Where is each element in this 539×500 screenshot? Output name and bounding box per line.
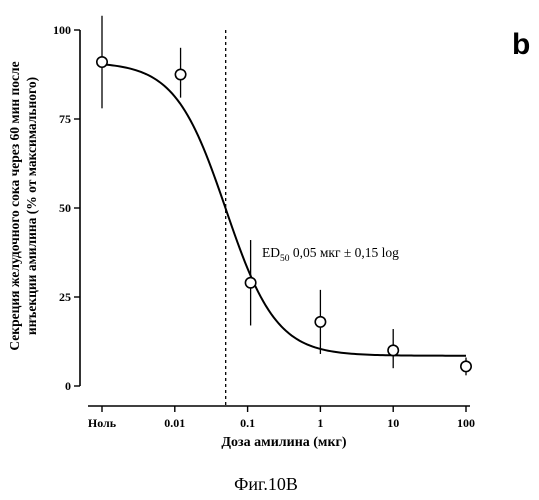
ed50-annotation-text: 0,05 мкг ± 0,15 log (290, 245, 400, 260)
x-tick-label: 0.01 (164, 416, 185, 430)
data-point (175, 69, 185, 79)
y-tick-label: 100 (53, 23, 71, 37)
data-point (245, 278, 255, 288)
y-tick-label: 75 (59, 112, 71, 126)
data-point (315, 317, 325, 327)
y-tick-label: 25 (59, 290, 71, 304)
x-tick-label: Ноль (88, 416, 117, 430)
fit-curve-line (102, 64, 466, 355)
ed50-subscript: 50 (280, 254, 290, 264)
y-axis-title-line-1: Секреция желудочного сока через 60 мин п… (7, 61, 22, 350)
figure-caption: Фиг.10B (234, 474, 298, 494)
data-point (97, 57, 107, 67)
y-axis-ticks: 0 25 50 75 100 (53, 23, 80, 393)
y-tick-label: 50 (59, 201, 71, 215)
x-axis-title: Доза амилина (мкг) (221, 435, 346, 450)
data-points (97, 16, 471, 376)
x-tick-label: 1 (317, 416, 323, 430)
panel-letter: b (512, 28, 530, 61)
x-tick-label: 10 (387, 416, 399, 430)
x-tick-label: 0.1 (240, 416, 255, 430)
y-axis-title-line-2: инъекции амилина (% от максимального) (24, 77, 39, 335)
data-point (388, 345, 398, 355)
x-axis-ticks: Ноль 0.01 0.1 1 10 100 (88, 406, 475, 430)
data-point (461, 361, 471, 371)
ed50-annotation: ED50 0,05 мкг ± 0,15 log (262, 245, 399, 264)
y-tick-label: 0 (65, 379, 71, 393)
x-tick-label: 100 (457, 416, 475, 430)
